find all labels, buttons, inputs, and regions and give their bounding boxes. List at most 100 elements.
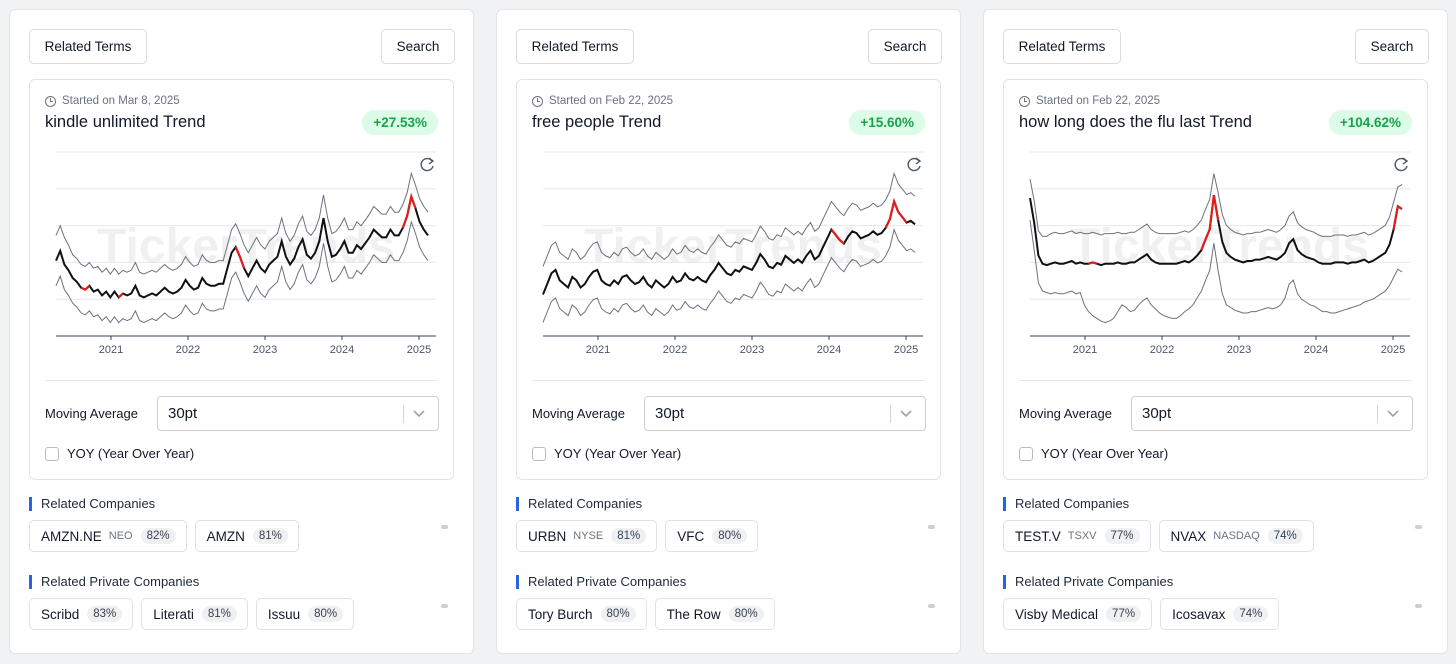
anomaly-highlight [1392, 204, 1403, 230]
moving-average-label: Moving Average [45, 406, 138, 421]
x-tick-label: 2023 [253, 344, 277, 356]
trend-card: Started on Mar 8, 2025 kindle unlimited T… [29, 79, 454, 480]
band-line [1029, 173, 1403, 237]
x-tick-label: 2025 [894, 344, 918, 356]
watermark: TickerTrends [97, 220, 395, 273]
yoy-label: YOY (Year Over Year) [1041, 446, 1169, 461]
clock-icon [1019, 95, 1030, 107]
x-tick-label: 2024 [1304, 344, 1328, 356]
related-companies-list: TEST.V TSXV 77% NVAX NASDAQ 74% [1003, 520, 1314, 552]
private-company-chip[interactable]: Visby Medical 77% [1003, 598, 1153, 630]
refresh-icon-arc [907, 157, 921, 172]
related-companies-label: Related Companies [1003, 497, 1129, 511]
related-private-label: Related Private Companies [1003, 575, 1173, 589]
private-company-chip[interactable]: Icosavax 74% [1160, 598, 1280, 630]
private-company-name: Tory Burch [528, 606, 593, 622]
x-tick-label: 2021 [99, 344, 123, 356]
related-companies-list: URBN NYSE 81% VFC 80% [516, 520, 759, 552]
related-terms-button[interactable]: Related Terms [1003, 29, 1121, 64]
divider [45, 380, 438, 381]
trend-title: how long does the flu last Trend [1019, 113, 1252, 131]
private-company-correlation: 81% [201, 606, 237, 622]
company-chip[interactable]: TEST.V TSXV 77% [1003, 520, 1151, 552]
moving-average-label: Moving Average [1019, 406, 1112, 421]
trend-line [542, 198, 916, 295]
private-company-chip[interactable]: Scribd 83% [29, 598, 134, 630]
yoy-checkbox[interactable] [45, 446, 59, 461]
x-tick-label: 2021 [586, 344, 610, 356]
private-company-chip[interactable]: Issuu 80% [255, 598, 355, 630]
refresh-icon-arrow [1402, 157, 1409, 165]
related-private-label: Related Private Companies [516, 575, 686, 589]
anomaly-highlight [401, 192, 417, 229]
band-line [1029, 219, 1403, 324]
company-chip[interactable]: VFC 80% [665, 520, 759, 552]
company-correlation: 81% [611, 528, 647, 544]
private-company-chip[interactable]: Literati 81% [141, 598, 248, 630]
moving-average-select[interactable]: 30pt [157, 396, 439, 431]
company-name: AMZN.NE [41, 528, 102, 544]
company-name: VFC [677, 528, 705, 544]
refresh-icon-arrow [428, 157, 435, 165]
related-companies-label: Related Companies [516, 497, 642, 511]
scroll-indicator [928, 604, 935, 608]
private-company-chip[interactable]: Tory Burch 80% [516, 598, 647, 630]
x-tick-label: 2022 [176, 344, 200, 356]
scroll-indicator [1415, 525, 1422, 529]
private-company-name: Literati [153, 606, 194, 622]
private-company-name: Issuu [267, 606, 301, 622]
refresh-icon[interactable] [907, 157, 922, 172]
private-company-name: The Row [666, 606, 721, 622]
moving-average-select[interactable]: 30pt [644, 396, 926, 431]
company-chip[interactable]: URBN NYSE 81% [516, 520, 658, 552]
yoy-checkbox[interactable] [532, 446, 546, 461]
scroll-indicator [441, 604, 448, 608]
yoy-checkbox[interactable] [1019, 446, 1033, 461]
scroll-indicator [1415, 604, 1422, 608]
change-badge: +104.62% [1328, 110, 1412, 135]
moving-average-value: 30pt [655, 405, 685, 422]
trend-card: Started on Feb 22, 2025 free people Trend… [516, 79, 941, 480]
private-company-correlation: 74% [1233, 606, 1269, 622]
refresh-icon[interactable] [420, 157, 435, 172]
scroll-indicator [928, 525, 935, 529]
company-name: TEST.V [1015, 528, 1061, 544]
change-badge: +27.53% [362, 110, 438, 135]
company-correlation: 80% [712, 528, 748, 544]
chevron-down-icon [413, 410, 425, 418]
moving-average-select[interactable]: 30pt [1131, 396, 1413, 431]
chevron-down-icon [900, 410, 912, 418]
x-tick-label: 2022 [663, 344, 687, 356]
refresh-icon[interactable] [1394, 157, 1409, 172]
anomaly-highlight [117, 292, 124, 299]
search-button[interactable]: Search [1355, 29, 1429, 64]
related-terms-button[interactable]: Related Terms [29, 29, 147, 64]
company-exchange: NYSE [573, 530, 604, 542]
private-company-name: Scribd [41, 606, 80, 622]
private-company-correlation: 80% [600, 606, 636, 622]
company-chip[interactable]: AMZN 81% [194, 520, 299, 552]
trend-panel: Related Terms Search Started on Mar 8, 202… [9, 9, 474, 654]
search-button[interactable]: Search [381, 29, 455, 64]
related-private-label: Related Private Companies [29, 575, 199, 589]
yoy-option[interactable]: YOY (Year Over Year) [532, 446, 681, 461]
private-company-chip[interactable]: The Row 80% [654, 598, 775, 630]
company-chip[interactable]: NVAX NASDAQ 74% [1158, 520, 1314, 552]
yoy-option[interactable]: YOY (Year Over Year) [1019, 446, 1168, 461]
search-button[interactable]: Search [868, 29, 942, 64]
company-chip[interactable]: AMZN.NE NEO 82% [29, 520, 187, 552]
yoy-option[interactable]: YOY (Year Over Year) [45, 446, 194, 461]
related-companies-list: AMZN.NE NEO 82% AMZN 81% [29, 520, 299, 552]
change-badge: +15.60% [849, 110, 925, 135]
moving-average-label: Moving Average [532, 406, 625, 421]
refresh-icon-arrow [915, 157, 922, 165]
private-company-correlation: 80% [308, 606, 344, 622]
trend-title: free people Trend [532, 113, 662, 131]
company-name: AMZN [206, 528, 245, 544]
company-name: NVAX [1170, 528, 1207, 544]
related-private-list: Visby Medical 77% Icosavax 74% [1003, 598, 1280, 630]
chevron-down-icon [1387, 410, 1399, 418]
related-terms-button[interactable]: Related Terms [516, 29, 634, 64]
